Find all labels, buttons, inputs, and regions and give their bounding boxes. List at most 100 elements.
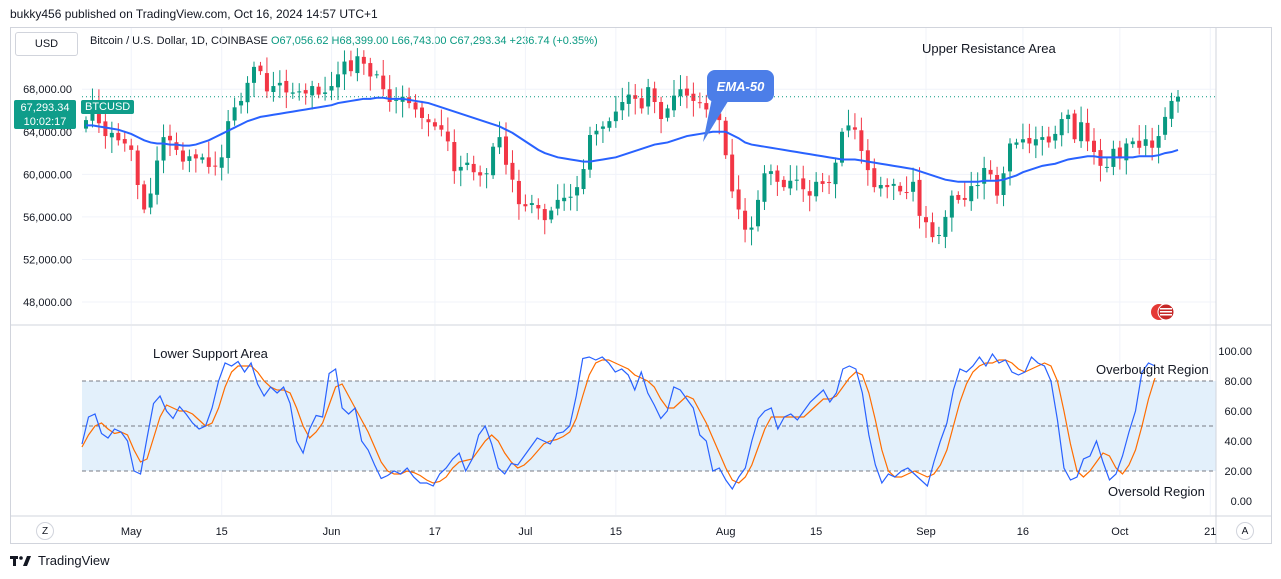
candle-body <box>1130 141 1135 145</box>
candle-body <box>116 132 121 141</box>
legend-low: L66,743.00 <box>391 35 447 47</box>
candle-body <box>697 102 702 104</box>
candle-body <box>1007 143 1013 172</box>
candle-body <box>264 73 269 92</box>
candle-body <box>251 66 257 83</box>
candle-body <box>258 65 263 72</box>
candle-body <box>122 139 127 144</box>
candle-body <box>394 99 399 101</box>
flag-icon[interactable] <box>1149 302 1177 322</box>
x-tick-label: Jun <box>323 526 341 538</box>
candle-body <box>297 91 302 93</box>
candle-body <box>1085 122 1090 142</box>
candle-body <box>820 181 825 184</box>
candle-body <box>381 75 386 90</box>
candle-body <box>665 108 670 118</box>
candle-body <box>865 150 870 171</box>
candle-body <box>206 157 211 167</box>
candle-body <box>374 74 379 76</box>
last-price-value: 67,293.34 <box>20 102 70 114</box>
candle-body <box>516 180 521 205</box>
candle-body <box>1163 116 1168 135</box>
candle-body <box>361 56 366 64</box>
candle-body <box>801 178 806 190</box>
candle-body <box>1150 140 1155 148</box>
candle-body <box>839 131 845 163</box>
price-tick-label: 48,000.00 <box>23 297 72 309</box>
candle-body <box>568 196 573 198</box>
candle-body <box>1033 139 1038 146</box>
x-tick-label: 21 <box>1204 526 1216 538</box>
candle-body <box>523 204 528 207</box>
candle-body <box>652 88 657 103</box>
candle-body <box>478 172 483 176</box>
candle-body <box>600 126 605 129</box>
candle-body <box>1143 139 1148 146</box>
candle-body <box>387 89 392 103</box>
candle-body <box>755 199 761 227</box>
ema-callout-label: EMA-50 <box>717 79 765 94</box>
candle-body <box>148 193 153 208</box>
candle-body <box>1014 142 1019 145</box>
candle-body <box>581 169 586 190</box>
candle-body <box>245 82 250 103</box>
candle-body <box>536 205 541 209</box>
legend-open: O67,056.62 <box>270 35 329 47</box>
candle-body <box>465 162 470 165</box>
candle-body <box>187 156 192 161</box>
candle-body <box>284 80 289 93</box>
candle-body <box>723 120 728 156</box>
candle-body <box>445 131 450 142</box>
candle-body <box>794 179 799 181</box>
legend-high: H68,399.00 <box>331 35 389 47</box>
stoch-k-line <box>81 352 1156 491</box>
stoch-d-line <box>81 359 1156 484</box>
candle-body <box>749 227 754 230</box>
x-tick-label: May <box>121 526 142 538</box>
price-tick-label: 68,000.00 <box>23 84 72 96</box>
auto-scale-button[interactable]: A <box>1236 522 1254 540</box>
candle-body <box>775 170 780 182</box>
candle-body <box>232 107 237 121</box>
candle-body <box>555 199 560 209</box>
candle-body <box>542 209 547 221</box>
candle-body <box>949 195 954 218</box>
candle-body <box>161 137 166 161</box>
candle-body <box>329 86 334 91</box>
candle-body <box>659 102 664 120</box>
candle-body <box>310 86 315 96</box>
legend-change: +236.74 (+0.35%) <box>509 35 598 47</box>
x-tick-label: 15 <box>810 526 822 538</box>
candle-body <box>200 157 205 160</box>
price-tick-label: 56,000.00 <box>23 212 72 224</box>
candle-body <box>936 235 941 237</box>
candle-body <box>827 182 832 184</box>
candle-body <box>646 87 651 107</box>
candle-body <box>594 130 599 135</box>
candle-body <box>885 185 890 188</box>
candle-body <box>1104 166 1109 168</box>
currency-button[interactable]: USD <box>15 32 78 56</box>
x-tick-label: 17 <box>429 526 441 538</box>
candle-body <box>962 197 967 200</box>
candle-body <box>335 74 341 88</box>
candle-body <box>426 119 431 123</box>
candle-body <box>497 137 502 148</box>
x-tick-label: 15 <box>216 526 228 538</box>
candle-body <box>219 157 224 168</box>
candle-body <box>342 61 347 75</box>
candle-body <box>872 168 877 188</box>
candle-body <box>419 107 425 118</box>
timezone-button[interactable]: Z <box>36 522 54 540</box>
candle-body <box>549 210 554 220</box>
candle-body <box>833 162 838 185</box>
candle-body <box>129 145 134 150</box>
candle-body <box>155 160 160 195</box>
candle-body <box>239 100 244 106</box>
candle-body <box>1046 136 1051 143</box>
candle-body <box>503 136 509 165</box>
oversold-label: Oversold Region <box>1108 484 1205 499</box>
candle-body <box>988 169 993 175</box>
candle-body <box>730 154 735 192</box>
